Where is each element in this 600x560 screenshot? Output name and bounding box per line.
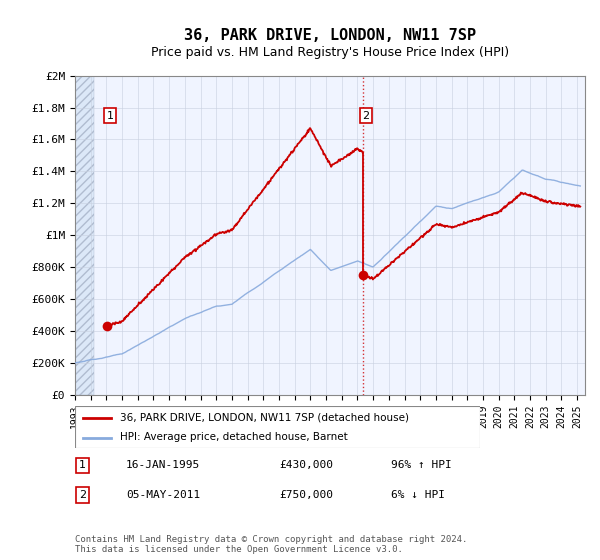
Text: £750,000: £750,000 — [279, 490, 333, 500]
Text: 6% ↓ HPI: 6% ↓ HPI — [391, 490, 445, 500]
FancyBboxPatch shape — [75, 406, 480, 448]
Bar — [75, 76, 94, 395]
Text: 36, PARK DRIVE, LONDON, NW11 7SP: 36, PARK DRIVE, LONDON, NW11 7SP — [184, 28, 476, 43]
Text: Price paid vs. HM Land Registry's House Price Index (HPI): Price paid vs. HM Land Registry's House … — [151, 45, 509, 59]
Text: 1: 1 — [107, 110, 113, 120]
Text: £430,000: £430,000 — [279, 460, 333, 470]
Text: 2: 2 — [362, 110, 370, 120]
Text: Contains HM Land Registry data © Crown copyright and database right 2024.
This d: Contains HM Land Registry data © Crown c… — [75, 535, 467, 554]
Text: HPI: Average price, detached house, Barnet: HPI: Average price, detached house, Barn… — [119, 432, 347, 442]
Text: 36, PARK DRIVE, LONDON, NW11 7SP (detached house): 36, PARK DRIVE, LONDON, NW11 7SP (detach… — [119, 413, 409, 423]
Text: 05-MAY-2011: 05-MAY-2011 — [126, 490, 200, 500]
Text: 2: 2 — [79, 490, 86, 500]
Text: 96% ↑ HPI: 96% ↑ HPI — [391, 460, 452, 470]
Text: 1: 1 — [79, 460, 86, 470]
Text: 16-JAN-1995: 16-JAN-1995 — [126, 460, 200, 470]
